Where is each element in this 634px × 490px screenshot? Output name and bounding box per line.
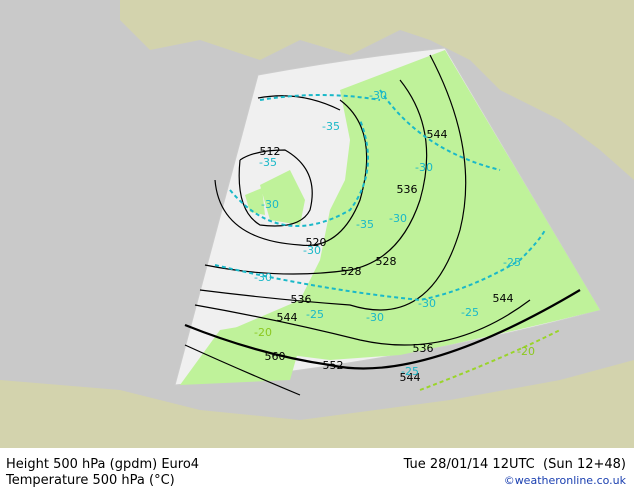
contour (184, 289, 581, 370)
land-outside (120, 0, 634, 180)
isotherm (259, 94, 381, 101)
footer-line2: Temperature 500 hPa (°C) (6, 473, 175, 488)
contour-label: -35 (259, 156, 277, 169)
contour-label: -30 (303, 244, 321, 257)
contour-label: 544 (400, 371, 421, 384)
contour (194, 299, 531, 346)
land (260, 170, 305, 225)
weather-map: 512 520 528 528 536 536 536 544 544 544 544 552 560 -… (0, 0, 634, 448)
contour-label: -30 (389, 212, 407, 225)
contour-label: 512 (260, 145, 281, 158)
contour-label: 544 (277, 311, 298, 324)
contour (257, 95, 341, 111)
contour-label: 544 (427, 128, 448, 141)
contour-label: -35 (322, 120, 340, 133)
contour-label: -35 (356, 218, 374, 231)
contour (238, 149, 313, 227)
contour-label: -30 (254, 271, 272, 284)
contour-label: -30 (261, 198, 279, 211)
contour (199, 54, 467, 311)
contour (204, 79, 428, 275)
contour-label: -30 (366, 311, 384, 324)
contour-label: 528 (376, 255, 397, 268)
contour-label: 536 (413, 342, 434, 355)
contour-label: -30 (415, 161, 433, 174)
contour-label: -20 (254, 326, 272, 339)
height-contours (184, 54, 581, 396)
footer-datetime: Tue 28/01/14 12UTC (Sun 12+48) (403, 457, 626, 472)
contour-label: -25 (461, 306, 479, 319)
temperature-contours (419, 329, 561, 391)
contour (184, 344, 301, 396)
contour-label: 536 (397, 183, 418, 196)
contour-label: -20 (517, 345, 535, 358)
contour-labels: 512 520 528 528 536 536 536 544 544 544 544 552 560 -… (254, 89, 535, 384)
contour-label: 560 (265, 350, 286, 363)
footer-credit[interactable]: ©weatheronline.co.uk (503, 474, 626, 487)
contour-label: -30 (369, 89, 387, 102)
land-outside (0, 360, 634, 448)
land (180, 320, 300, 385)
isotherm (379, 89, 501, 171)
land (245, 188, 265, 215)
temperature-contours (214, 89, 546, 302)
contour-label: -25 (401, 365, 419, 378)
contour (214, 99, 368, 247)
isotherm (419, 329, 561, 391)
contour-label: 544 (493, 292, 514, 305)
contour-label: 528 (341, 265, 362, 278)
contour-label: 552 (323, 359, 344, 372)
contour-label: -30 (418, 297, 436, 310)
contour-label: -25 (306, 308, 324, 321)
contour-label: -25 (503, 256, 521, 269)
contour-label: 520 (306, 236, 327, 249)
contour-label: 536 (291, 293, 312, 306)
isotherm (229, 119, 369, 227)
land (230, 50, 600, 360)
isotherm (214, 229, 546, 302)
footer-line1: Height 500 hPa (gpdm) Euro4 (6, 457, 200, 472)
